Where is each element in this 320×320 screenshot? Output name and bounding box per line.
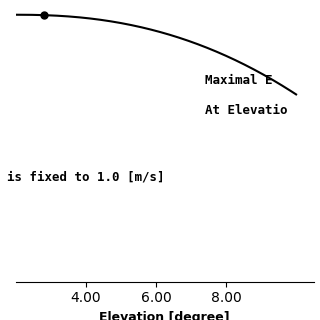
Text: d is fixed to 1.0 [m/s]: d is fixed to 1.0 [m/s] bbox=[0, 171, 165, 184]
X-axis label: Elevation [degree]: Elevation [degree] bbox=[100, 311, 230, 320]
Text: Maximal E: Maximal E bbox=[205, 74, 272, 87]
Text: At Elevatio: At Elevatio bbox=[205, 104, 287, 117]
